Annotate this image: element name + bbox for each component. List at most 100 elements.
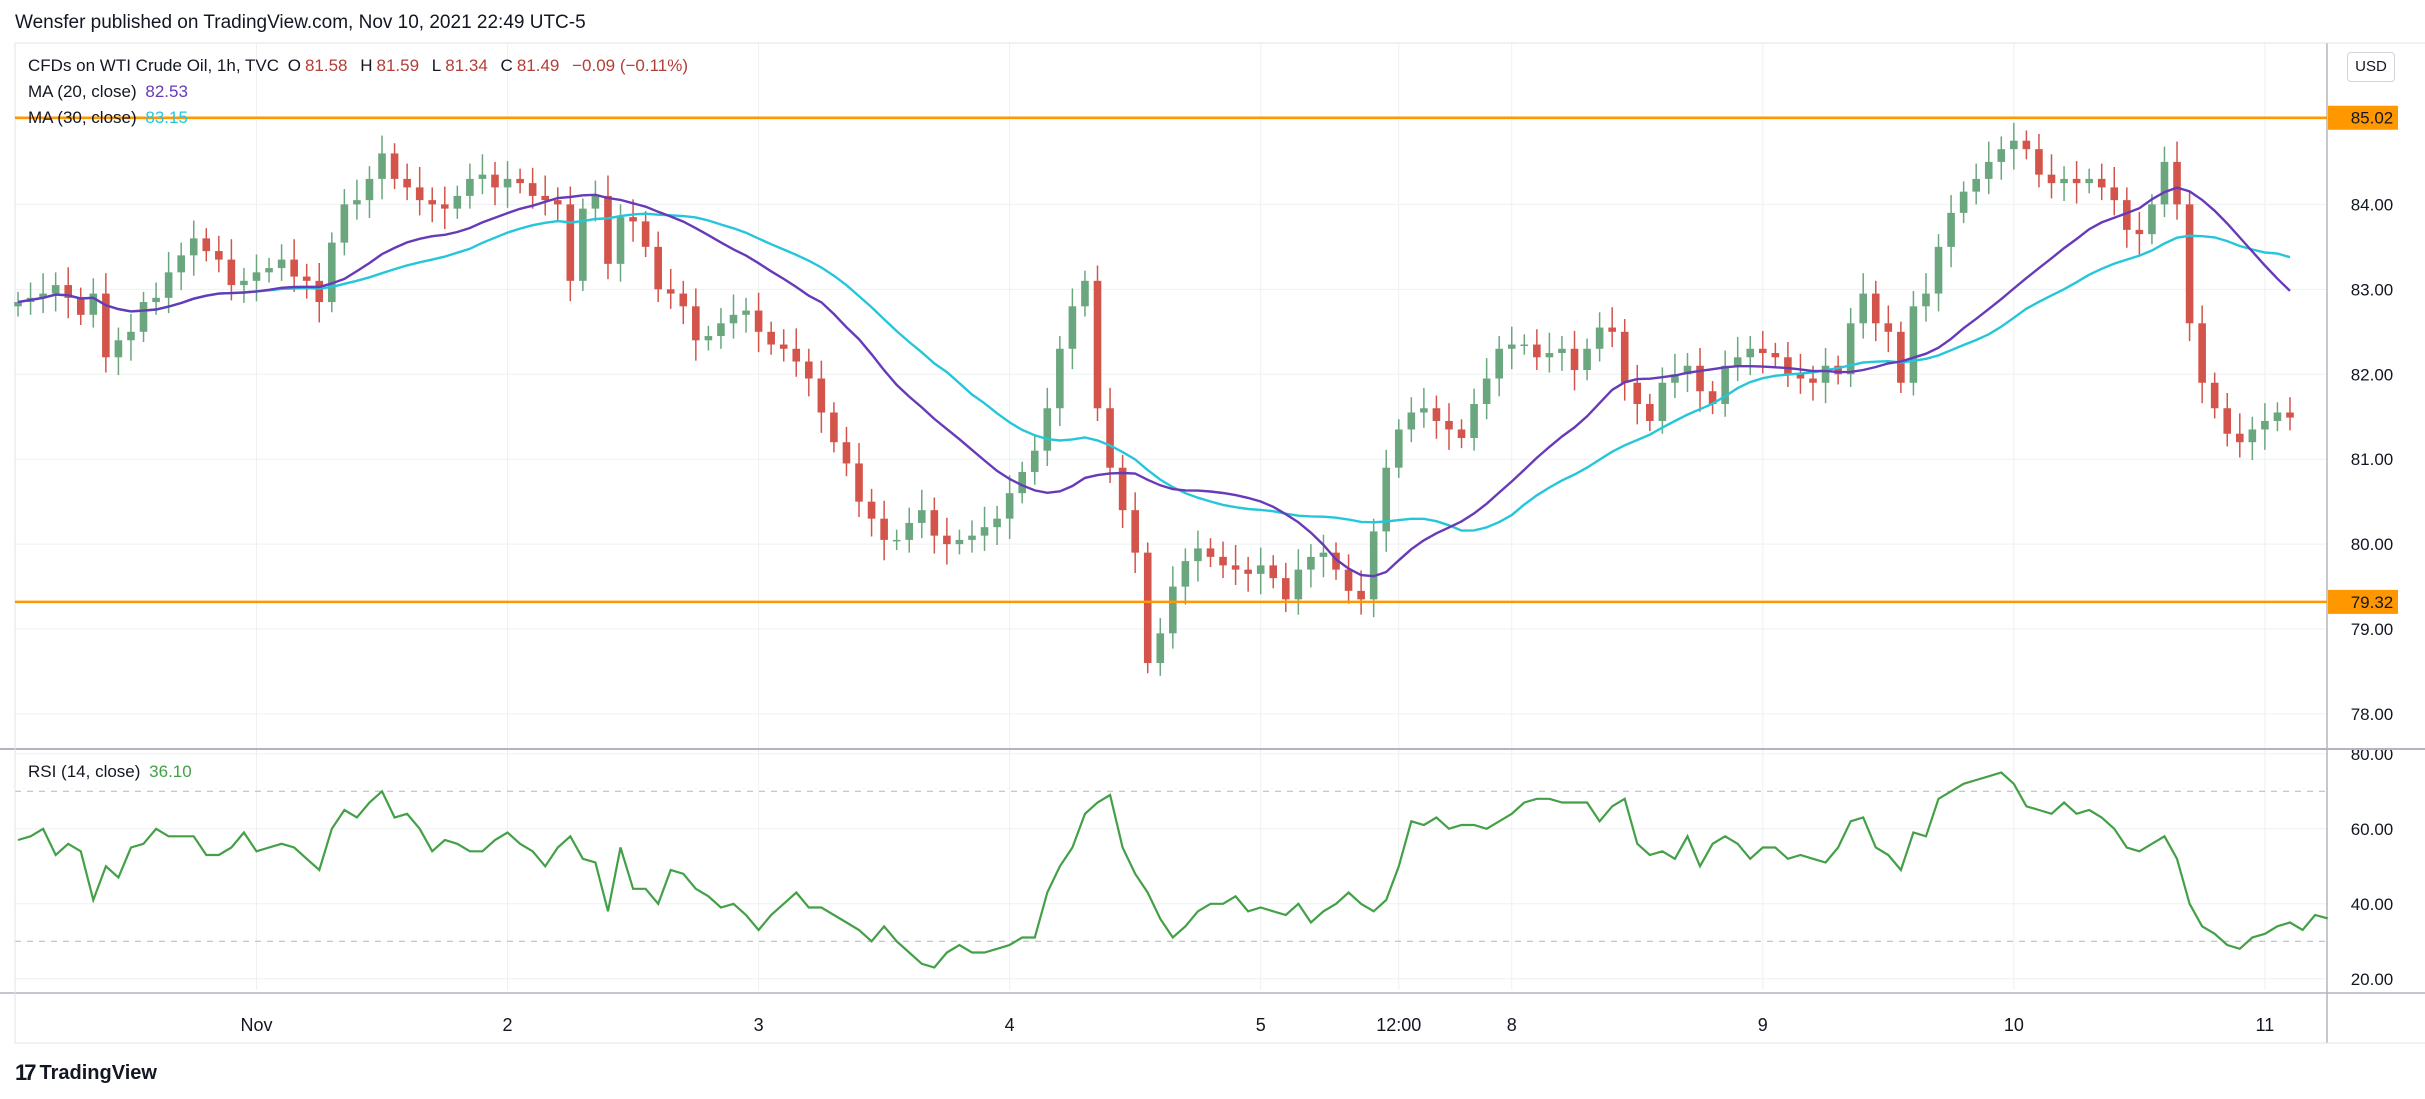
candle-body [779,344,788,349]
candle-body [1909,306,1918,383]
candle-body [1344,569,1353,591]
candle-body [277,259,286,269]
candle-body [1884,323,1893,332]
tradingview-logo-icon: 17 [15,1060,37,1085]
candle-body [2173,161,2181,205]
candle-body [917,510,926,523]
candle-body [114,340,123,358]
time-axis-tick-label: 5 [1256,1015,1266,1035]
high-value: 81.59 [376,56,420,75]
candle-body [1834,365,1842,375]
candle-body [930,510,939,536]
candle-body [466,178,474,196]
candle-body [1733,357,1742,366]
candle-body [215,251,223,260]
candle-body [2148,204,2156,235]
candle-body [1771,353,1780,358]
candle-body [2235,433,2244,443]
candle-body [654,246,662,290]
ma20-legend: MA (20, close) 82.53 [28,82,192,102]
candle-body [2035,149,2043,175]
candle-body [1972,178,1980,192]
candle-body [1206,548,1215,557]
candle-body [2185,204,2194,324]
candle-body [516,178,524,184]
candle-body [1922,293,1930,307]
time-axis-tick-label: 11 [2256,1015,2275,1035]
candle-body [378,153,386,179]
candle-body [1181,561,1190,587]
candle-body [717,323,725,337]
candle-body [39,293,47,298]
candle-body [1056,348,1064,409]
price-axis-tick-label: 82.00 [2351,365,2394,384]
candle-body [1420,408,1428,413]
rsi-legend: RSI (14, close) 36.10 [28,762,196,782]
candle-body [164,272,173,298]
open-value: 81.58 [304,56,348,75]
candle-body [1495,348,1503,379]
candle-body [742,310,750,315]
candle-body [1369,531,1378,600]
candle-body [767,331,775,345]
candle-body [1871,293,1880,324]
candle-body [14,302,22,307]
time-axis-tick-label: 3 [754,1015,764,1035]
candle-body [2261,420,2269,430]
candle-body [1194,548,1202,562]
ma20-value: 82.53 [145,82,188,101]
candle-body [1746,348,1755,358]
candle-body [629,217,637,222]
candle-body [2160,161,2169,205]
rsi-axis-tick-label: 20.00 [2351,970,2394,989]
candle-body [1445,420,1453,430]
time-axis-tick-label: 10 [2004,1015,2024,1035]
candle-body [1482,378,1491,404]
candle-body [1708,391,1717,404]
candle-body [428,200,437,205]
candle-body [1118,467,1127,511]
candle-body [2110,187,2119,201]
candle-body [2273,412,2282,421]
published-header: Wensfer published on TradingView.com, No… [15,12,586,33]
candle-body [390,153,399,179]
candle-body [1407,412,1416,430]
close-value: 81.49 [516,56,560,75]
candle-body [1696,365,1704,392]
candle-body [1507,344,1516,349]
candle-body [328,242,336,303]
rsi-axis-tick-label: 40.00 [2351,895,2394,914]
time-axis-tick-label: 9 [1758,1015,1768,1035]
candle-body [1997,149,2006,162]
candle-body [1018,471,1026,494]
candle-body [440,204,449,209]
candle-body [754,310,763,332]
candle-body [491,174,499,188]
level-price-tag [2328,105,2398,130]
candle-body [1005,493,1014,519]
candle-body [177,255,185,273]
candle-body [127,331,135,341]
candle-body [679,293,688,307]
candle-body [1169,586,1177,634]
candle-body [1859,293,1868,324]
candle-body [1809,378,1817,383]
candle-body [993,518,1001,528]
candle-body [453,195,462,209]
candle-body [2047,174,2056,184]
candle-body [2097,178,2106,188]
candle-body [51,285,60,294]
candle-body [528,183,537,196]
candle-body [880,518,888,540]
tradingview-logo[interactable]: 17 TradingView [15,1060,157,1086]
candle-body [1294,569,1303,600]
tradingview-brand: TradingView [39,1061,157,1084]
price-axis-tick-label: 84.00 [2351,195,2394,214]
candle-body [227,259,236,286]
candle-body [1231,565,1240,570]
candle-body [1219,556,1227,566]
candle-body [1533,344,1541,358]
rsi-axis-tick-label: 80.00 [2351,745,2394,764]
currency-button[interactable]: USD [2347,52,2395,82]
candle-body [1595,327,1604,349]
